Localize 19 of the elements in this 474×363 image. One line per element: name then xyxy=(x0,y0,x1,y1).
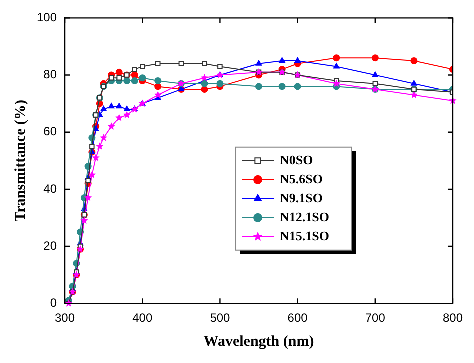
y-tick-label: 40 xyxy=(44,182,58,196)
y-tick-label: 80 xyxy=(44,68,58,82)
legend-label: N15.1SO xyxy=(280,228,330,244)
y-axis-title: Transmittance (%) xyxy=(12,100,29,222)
legend-label: N5.6SO xyxy=(280,171,323,186)
y-tick-label: 0 xyxy=(50,296,58,310)
y-tick-label: 100 xyxy=(36,10,58,25)
x-tick-label: 400 xyxy=(132,311,153,326)
x-tick-label: 800 xyxy=(442,311,464,326)
x-tick-label: 300 xyxy=(55,311,76,326)
x-tick-label: 700 xyxy=(365,311,386,326)
legend-label: N9.1SO xyxy=(280,190,323,206)
y-tick-label: 60 xyxy=(44,124,58,139)
y-tick-label: 20 xyxy=(44,238,58,253)
legend-label: N12.1SO xyxy=(280,209,330,224)
x-tick-label: 600 xyxy=(288,311,308,326)
x-axis-title: Wavelength (nm) xyxy=(204,334,314,350)
x-tick-label: 500 xyxy=(210,311,231,326)
legend-label: N0SO xyxy=(280,152,314,168)
